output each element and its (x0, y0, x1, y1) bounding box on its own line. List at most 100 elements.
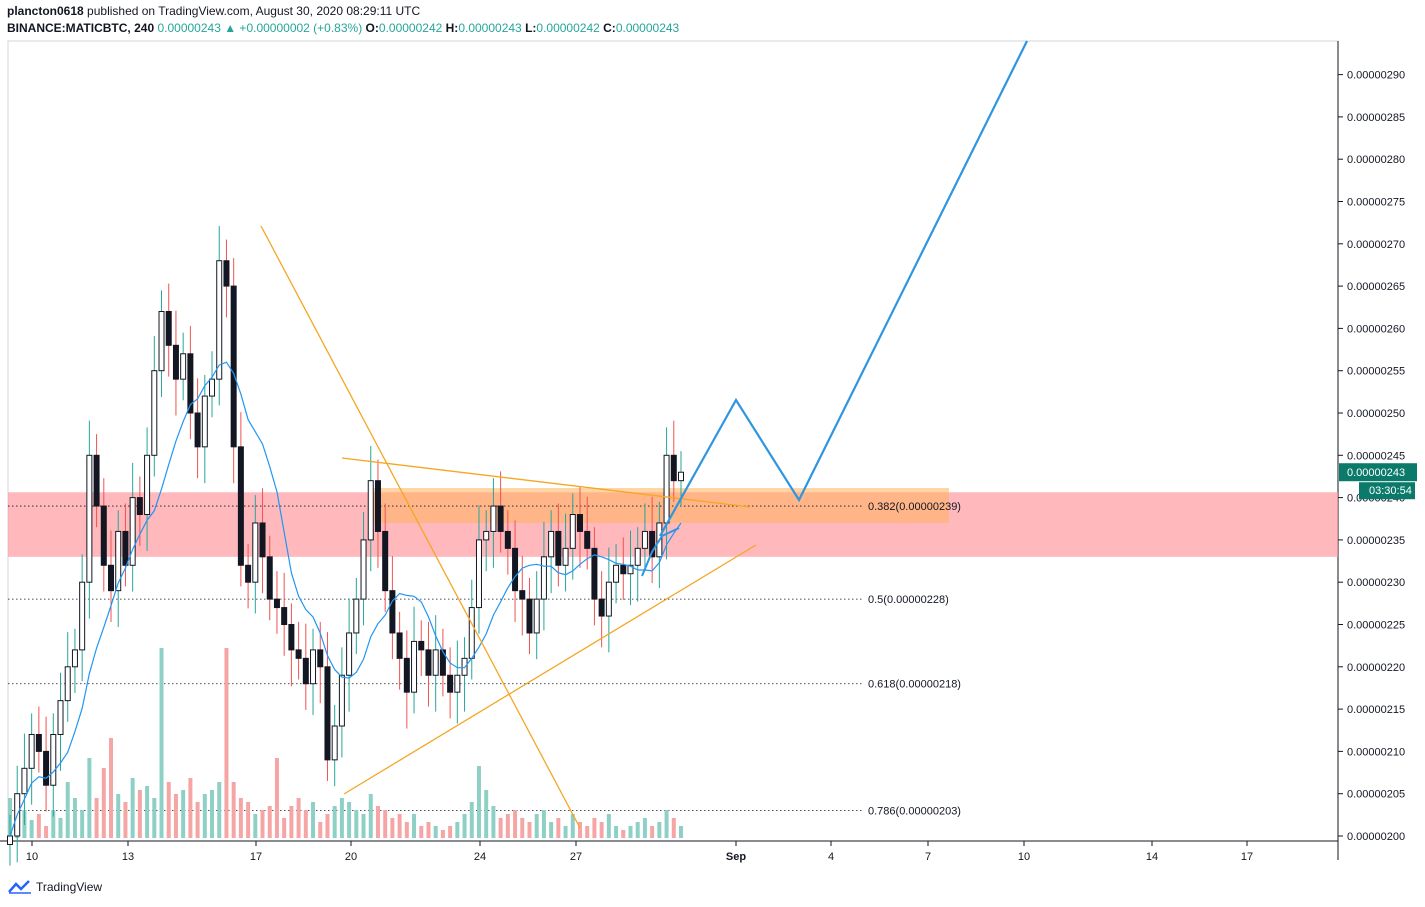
candle-body (223, 260, 230, 287)
volume-bar (476, 766, 481, 838)
y-tick-label: 0.00000215 (1347, 704, 1405, 716)
volume-bar (224, 648, 229, 838)
volume-bar (484, 790, 489, 838)
volume-bar (440, 830, 445, 838)
last-price-text: 0.00000243 (1347, 467, 1405, 479)
candle-body (540, 556, 547, 600)
volume-bar (664, 810, 669, 838)
volume-bar (419, 826, 424, 838)
publish-info: published on TradingView.com, August 30,… (87, 4, 421, 18)
candle-body (382, 530, 389, 592)
candle-body (237, 446, 244, 566)
x-tick-label: 20 (345, 851, 357, 863)
candle-body (649, 530, 656, 558)
volume-bar (592, 818, 597, 838)
volume-bar (599, 822, 604, 838)
x-tick-label: 4 (828, 851, 834, 863)
x-tick-label: 13 (122, 851, 134, 863)
candle-body (425, 649, 432, 676)
candle-body (302, 657, 309, 685)
candle-body (353, 598, 360, 634)
candle-body (490, 505, 497, 532)
candle-body (504, 530, 511, 549)
x-tick-label: 27 (570, 851, 582, 863)
candle-body (338, 674, 345, 727)
volume-bar (29, 820, 34, 838)
volume-bar (534, 814, 539, 838)
y-tick-label: 0.00000280 (1347, 154, 1405, 166)
volume-bar (325, 814, 330, 838)
publisher-line: plancton0618 published on TradingView.co… (7, 4, 420, 18)
candle-body (584, 530, 591, 549)
volume-bar (311, 802, 316, 838)
candle-body (50, 733, 57, 786)
volume-bar (375, 806, 380, 838)
volume-bar (368, 794, 373, 838)
volume-bar (606, 814, 611, 838)
candle-body (295, 649, 302, 659)
volume-bar (130, 778, 135, 838)
candle-body (79, 581, 86, 651)
candle-body (21, 767, 28, 795)
y-tick-label: 0.00000205 (1347, 789, 1405, 801)
close-label: C: (603, 21, 616, 35)
candle-body (418, 640, 425, 651)
candle-body (64, 666, 71, 702)
volume-bar (246, 802, 251, 838)
candle-body (151, 370, 158, 456)
volume-bar (274, 758, 279, 838)
candle-body (620, 564, 627, 575)
candle-body (497, 505, 504, 532)
publisher-name[interactable]: plancton0618 (7, 4, 84, 18)
candle-body (439, 649, 446, 676)
y-tick-label: 0.00000265 (1347, 281, 1405, 293)
x-tick-label: Sep (726, 851, 746, 863)
candle-body (71, 649, 78, 668)
candle-body (201, 395, 208, 448)
y-tick-label: 0.00000285 (1347, 112, 1405, 124)
candle-body (252, 522, 259, 583)
countdown-label (1359, 482, 1415, 500)
candle-body (165, 310, 172, 346)
volume-bar (123, 802, 128, 838)
symbol-name[interactable]: BINANCE:MATICBTC, 240 (7, 21, 155, 35)
candle-body (57, 700, 64, 735)
volume-bar (231, 782, 236, 838)
candle-body (273, 598, 280, 609)
fib-label-0: 0.382(0.00000239) (868, 501, 961, 513)
x-tick-label: 7 (925, 851, 931, 863)
tradingview-logo[interactable]: TradingView (8, 880, 102, 894)
candle-body (526, 598, 533, 634)
candle-body (411, 640, 418, 693)
candle-body (670, 454, 677, 482)
y-tick-label: 0.00000290 (1347, 70, 1405, 82)
volume-bar (282, 818, 287, 838)
candle-body (129, 497, 136, 566)
candle-body (548, 530, 555, 558)
x-tick-label: 17 (250, 851, 262, 863)
volume-bar (520, 818, 525, 838)
candle-body (403, 657, 410, 693)
tradingview-logo-icon (8, 880, 31, 894)
projection-start (641, 527, 680, 577)
candle-body (396, 632, 403, 659)
volume-bar (455, 822, 460, 838)
y-tick-label: 0.00000275 (1347, 197, 1405, 209)
candle-body (346, 632, 353, 676)
price-change: ▲ +0.00000002 (+0.83%) (224, 21, 363, 35)
open-label: O: (365, 21, 379, 35)
candle-body (230, 285, 237, 448)
candle-body (641, 530, 648, 549)
last-price: 0.00000243 (157, 21, 221, 35)
volume-bar (80, 810, 85, 838)
candle-body (187, 353, 194, 414)
volume-bar (556, 818, 561, 838)
volume-bar (339, 798, 344, 838)
close-value: 0.00000243 (615, 21, 680, 35)
candle-body (576, 514, 583, 532)
countdown-text: 03:30:54 (1369, 485, 1412, 497)
volume-bar (635, 822, 640, 838)
candle-body (360, 539, 367, 600)
candle-body (591, 547, 598, 600)
